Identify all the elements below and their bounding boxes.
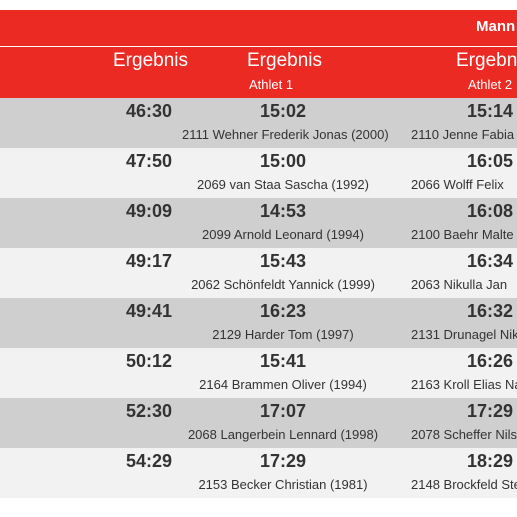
- athlete1-name: 2099 Arnold Leonard (1994): [202, 227, 364, 242]
- athlete1-name: 2153 Becker Christian (1981): [198, 477, 368, 492]
- table-header: Mann Ergebnis Ergebnis Athlet 1 Ergebni …: [0, 10, 517, 98]
- team-result: 46:30: [125, 101, 172, 121]
- athlete2-name: 2078 Scheffer Nils: [411, 427, 517, 442]
- athlete2-name: 2066 Wolff Felix: [411, 177, 504, 192]
- athlete1-time: 14:53: [259, 201, 307, 221]
- team-result: 47:50: [125, 151, 172, 171]
- athlete1-time: 15:02: [259, 101, 307, 121]
- athlete1-time: 15:41: [259, 351, 307, 371]
- bottom-strip: [0, 498, 517, 517]
- athlete1-time: 17:29: [259, 451, 307, 471]
- table-row[interactable]: 49:17 15:43 2062 Schönfeldt Yannick (199…: [0, 248, 517, 298]
- athlete2-time: 18:29: [467, 451, 514, 471]
- athlete2-name: 2148 Brockfeld Stef: [411, 477, 517, 492]
- athlete2-name: 2100 Baehr Malte: [411, 227, 514, 242]
- table-row[interactable]: 52:30 17:07 2068 Langerbein Lennard (199…: [0, 398, 517, 448]
- header-athlete1-label: Athlet 1: [249, 77, 294, 92]
- athlete2-time: 16:08: [467, 201, 514, 221]
- athlete2-time: 16:26: [467, 351, 514, 371]
- header-divider: [0, 46, 517, 47]
- athlete1-name: 2164 Brammen Oliver (1994): [199, 377, 367, 392]
- table-row[interactable]: 50:12 15:41 2164 Brammen Oliver (1994) 1…: [0, 348, 517, 398]
- team-result: 52:30: [125, 401, 172, 421]
- athlete2-name: 2131 Drunagel Nikl: [411, 327, 517, 342]
- team-result: 49:41: [125, 301, 172, 321]
- athlete1-name: 2129 Harder Tom (1997): [212, 327, 354, 342]
- athlete1-name: 2068 Langerbein Lennard (1998): [187, 427, 379, 442]
- team-result: 49:17: [125, 251, 172, 271]
- athlete2-name: 2110 Jenne Fabia: [411, 127, 515, 142]
- header-athlete2-result: Ergebni: [456, 50, 517, 71]
- header-athlete2-label: Athlet 2: [468, 77, 513, 92]
- athlete1-name: 2069 van Staa Sascha (1992): [196, 177, 369, 192]
- table-row[interactable]: 47:50 15:00 2069 van Staa Sascha (1992) …: [0, 148, 517, 198]
- team-title: Mann: [476, 18, 516, 35]
- table-row[interactable]: 49:41 16:23 2129 Harder Tom (1997) 16:32…: [0, 298, 517, 348]
- athlete2-time: 15:14: [467, 101, 514, 121]
- team-result: 50:12: [125, 351, 172, 371]
- athlete2-time: 16:34: [467, 251, 514, 271]
- athlete2-time: 16:05: [467, 151, 514, 171]
- header-athlete1-result: Ergebnis: [247, 50, 322, 71]
- athlete1-name: 2111 Wehner Frederik Jonas (2000): [182, 127, 389, 142]
- team-result: 54:29: [125, 451, 172, 471]
- athlete2-name: 2063 Nikulla Jan: [411, 277, 508, 292]
- table-row[interactable]: 46:30 15:02 2111 Wehner Frederik Jonas (…: [0, 98, 517, 148]
- table-row[interactable]: 49:09 14:53 2099 Arnold Leonard (1994) 1…: [0, 198, 517, 248]
- table-row[interactable]: 54:29 17:29 2153 Becker Christian (1981)…: [0, 448, 517, 498]
- athlete1-time: 15:43: [259, 251, 307, 271]
- athlete1-time: 15:00: [259, 151, 307, 171]
- athlete2-name: 2163 Kroll Elias Nathan: [411, 377, 517, 392]
- athlete1-time: 17:07: [259, 401, 307, 421]
- top-strip: [0, 0, 517, 10]
- table-body: 46:30 15:02 2111 Wehner Frederik Jonas (…: [0, 98, 517, 498]
- athlete2-time: 17:29: [467, 401, 514, 421]
- header-result: Ergebnis: [113, 50, 188, 71]
- team-result: 49:09: [125, 201, 172, 221]
- athlete2-time: 16:32: [467, 301, 514, 321]
- athlete1-name: 2062 Schönfeldt Yannick (1999): [191, 277, 375, 292]
- athlete1-time: 16:23: [259, 301, 307, 321]
